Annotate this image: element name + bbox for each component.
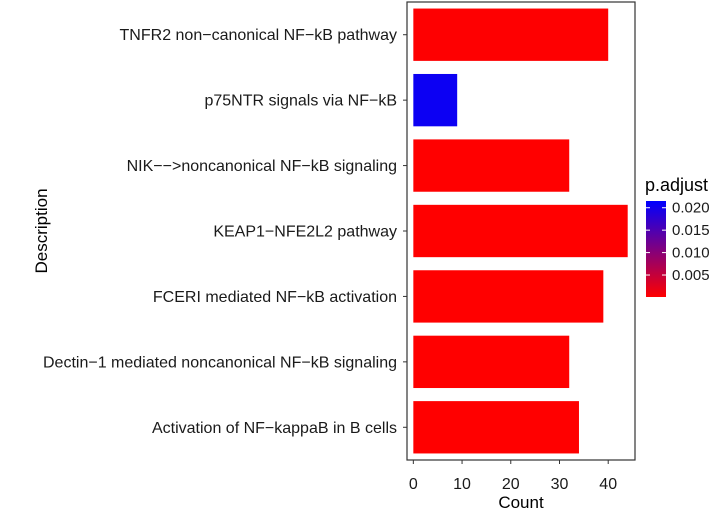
y-tick-label: TNFR2 non−canonical NF−kB pathway xyxy=(120,27,397,44)
bar xyxy=(413,204,628,258)
legend-tick-label: 0.005 xyxy=(672,267,710,284)
legend-tick-label: 0.010 xyxy=(672,245,710,262)
y-axis-title: Description xyxy=(32,188,51,273)
bar xyxy=(413,73,458,127)
x-tick-label: 30 xyxy=(551,476,569,493)
bar xyxy=(413,270,604,323)
x-axis: 0 10 20 30 40 xyxy=(409,460,617,493)
y-tick-label: Dectin−1 mediated noncanonical NF−kB sig… xyxy=(43,354,397,371)
bar xyxy=(413,8,609,61)
legend: p.adjust 0.020 0.015 0.010 0.005 xyxy=(645,175,710,297)
legend-colorbar xyxy=(646,201,666,297)
y-tick-label: FCERI mediated NF−kB activation xyxy=(153,289,397,306)
legend-tick-label: 0.020 xyxy=(672,200,710,217)
x-tick-label: 0 xyxy=(409,476,418,493)
y-tick-label: Activation of NF−kappaB in B cells xyxy=(152,420,397,437)
x-tick-label: 10 xyxy=(453,476,471,493)
y-tick-label: NIK−−>noncanonical NF−kB signaling xyxy=(127,158,397,175)
bar xyxy=(413,335,570,389)
legend-tick-label: 0.015 xyxy=(672,222,710,239)
y-tick-label: p75NTR signals via NF−kB xyxy=(204,93,397,110)
legend-title: p.adjust xyxy=(645,175,708,195)
bars xyxy=(413,8,628,454)
bar xyxy=(413,401,579,454)
x-axis-title: Count xyxy=(498,493,544,512)
bar xyxy=(413,139,570,192)
x-tick-label: 40 xyxy=(599,476,617,493)
x-tick-label: 20 xyxy=(502,476,520,493)
y-axis: TNFR2 non−canonical NF−kB pathway p75NTR … xyxy=(43,27,407,437)
y-tick-label: KEAP1−NFE2L2 pathway xyxy=(213,224,397,241)
